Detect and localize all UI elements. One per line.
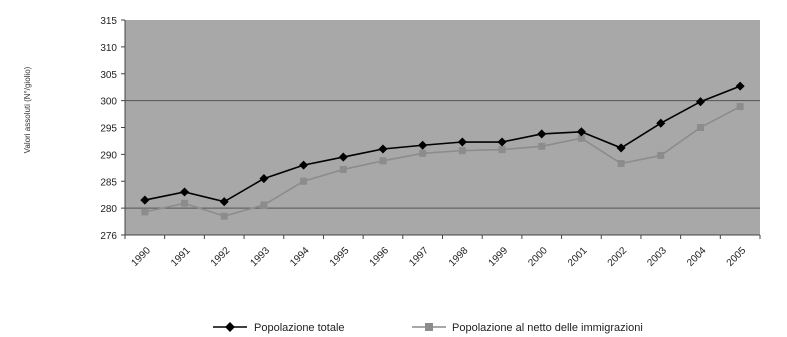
data-point-popolazione-netto (657, 151, 665, 159)
legend: Popolazione totale Popolazione al netto … (213, 322, 643, 334)
x-tick-label: 1995 (328, 245, 352, 269)
x-tick-label: 1998 (447, 245, 471, 269)
y-tick-label: 310 (100, 43, 117, 54)
data-point-popolazione-netto (141, 208, 149, 216)
y-tick-label: 305 (100, 70, 117, 81)
series-line-popolazione-totale (144, 85, 741, 203)
y-tick-label: 315 (100, 16, 117, 27)
x-tick-label: 2001 (566, 245, 590, 269)
x-tick-label: 1991 (169, 245, 193, 269)
x-tick-label: 1997 (407, 245, 431, 269)
y-axis-title: Valori assoluti (N°/giolio) (23, 66, 32, 153)
legend-label-popolazione-totale: Popolazione totale (254, 322, 345, 334)
data-point-popolazione-totale (219, 197, 229, 207)
data-point-popolazione-totale (140, 195, 150, 205)
y-tick-label: 280 (100, 204, 117, 215)
data-point-popolazione-netto (339, 165, 347, 173)
plot-area (125, 20, 760, 235)
data-point-popolazione-netto (300, 177, 308, 185)
x-tick-label: 2004 (685, 245, 709, 269)
x-tick-label: 2005 (725, 245, 749, 269)
x-axis-ticks: 1990 1991 1992 1993 1994 1995 1996 1997 1998 1999… (124, 235, 761, 269)
data-point-popolazione-netto (696, 124, 704, 131)
y-tick-label: 276 (100, 231, 117, 242)
x-tick-label: 1996 (368, 245, 392, 269)
data-point-popolazione-netto (458, 147, 466, 155)
legend-marker-popolazione-netto (425, 323, 433, 331)
x-tick-label: 2000 (526, 245, 550, 269)
data-point-popolazione-netto (260, 201, 268, 209)
y-tick-label: 295 (100, 124, 117, 135)
data-point-popolazione-netto (181, 199, 189, 207)
legend-marker-popolazione-totale (225, 322, 235, 332)
x-tick-label: 1999 (487, 245, 511, 269)
x-tick-label: 1993 (249, 245, 273, 269)
y-axis-ticks: 276 280 285 290 295 300 305 310 315 (100, 16, 125, 242)
data-point-popolazione-netto (538, 142, 546, 150)
data-point-popolazione-netto (419, 149, 427, 157)
series-line-popolazione-netto (144, 105, 741, 218)
x-tick-label: 2003 (645, 245, 669, 269)
data-point-popolazione-netto (220, 212, 228, 220)
x-tick-label: 2002 (606, 245, 630, 269)
x-tick-label: 1990 (129, 245, 153, 269)
legend-label-popolazione-netto: Popolazione al netto delle immigrazioni (452, 322, 643, 334)
y-tick-label: 300 (100, 97, 117, 108)
data-point-popolazione-netto (617, 160, 625, 168)
data-point-popolazione-netto (736, 103, 744, 111)
x-tick-label: 1992 (209, 245, 233, 269)
y-tick-label: 290 (100, 150, 117, 161)
y-tick-label: 285 (100, 177, 117, 188)
x-tick-label: 1994 (288, 245, 312, 269)
data-point-popolazione-netto (498, 146, 506, 154)
data-point-popolazione-netto (577, 134, 585, 142)
data-point-popolazione-netto (379, 157, 387, 165)
data-point-popolazione-totale (180, 187, 190, 197)
